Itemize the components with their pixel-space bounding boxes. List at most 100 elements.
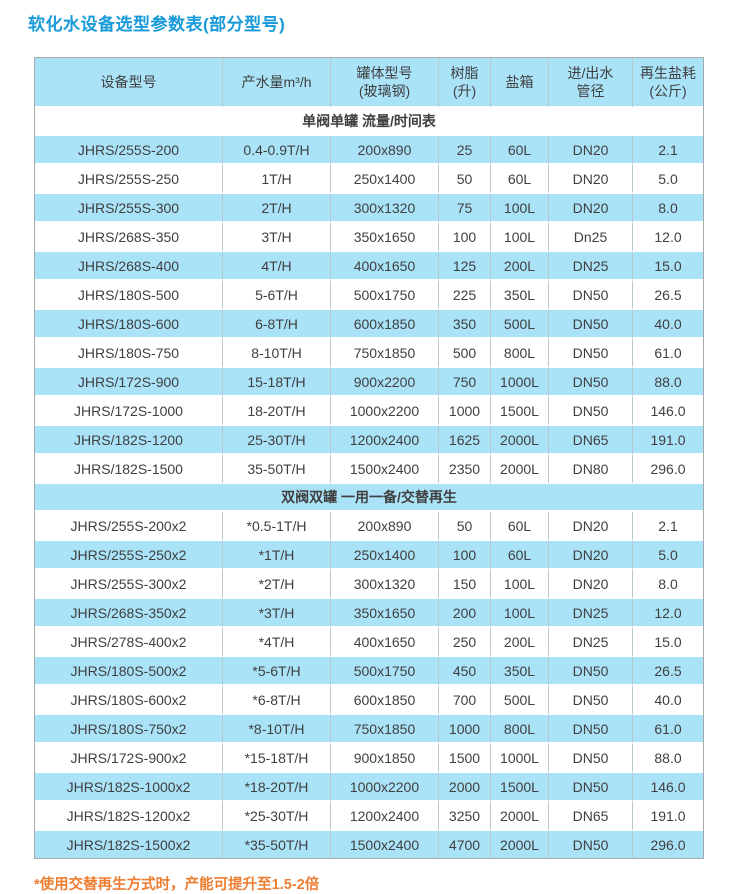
table-cell: 2.1 <box>633 512 703 541</box>
footnote: *使用交替再生方式时，产能可提升至1.5-2倍 <box>34 877 320 893</box>
table-cell: JHRS/182S-1000x2 <box>35 773 223 802</box>
table-cell: 2000L <box>491 455 549 484</box>
table-cell: JHRS/180S-750x2 <box>35 715 223 744</box>
table-cell: 296.0 <box>633 455 703 484</box>
table-cell: 40.0 <box>633 686 703 715</box>
section-header-row: 单阀单罐 流量/时间表 <box>35 108 703 136</box>
table-row: JHRS/268S-350 3T/H 350x1650 100 100L Dn25 12.0 <box>35 223 703 252</box>
table-cell: *25-30T/H <box>223 802 331 831</box>
table-cell: 191.0 <box>633 426 703 455</box>
table-cell: 200x890 <box>331 512 439 541</box>
table-cell: 1000 <box>439 397 491 426</box>
table-cell: 250x1400 <box>331 541 439 570</box>
table-row: JHRS/180S-500x2 *5-6T/H 500x1750 450 350L DN5… <box>35 657 703 686</box>
table-cell: 1000L <box>491 744 549 773</box>
table-cell: 2.1 <box>633 136 703 165</box>
table-cell: 800L <box>491 339 549 368</box>
table-row: JHRS/172S-900x2 *15-18T/H 900x1850 1500 1000… <box>35 744 703 773</box>
table-row: JHRS/180S-750x2 *8-10T/H 750x1850 1000 800L D… <box>35 715 703 744</box>
table-cell: 1000x2200 <box>331 773 439 802</box>
table-cell: *15-18T/H <box>223 744 331 773</box>
table-body: 单阀单罐 流量/时间表 JHRS/255S-200 0.4-0.9T/H 200x89… <box>35 108 703 858</box>
table-cell: JHRS/182S-1500 <box>35 455 223 484</box>
table-row: JHRS/180S-750 8-10T/H 750x1850 500 800L DN50 6… <box>35 339 703 368</box>
table-cell: 4700 <box>439 831 491 858</box>
table-cell: *18-20T/H <box>223 773 331 802</box>
table-cell: 88.0 <box>633 368 703 397</box>
table-cell: DN25 <box>549 599 633 628</box>
table-cell: 900x2200 <box>331 368 439 397</box>
table-cell: DN20 <box>549 541 633 570</box>
table-cell: JHRS/278S-400x2 <box>35 628 223 657</box>
table-cell: 350x1650 <box>331 223 439 252</box>
table-cell: 2000 <box>439 773 491 802</box>
table-cell: 60L <box>491 165 549 194</box>
table-cell: 4T/H <box>223 252 331 281</box>
spec-table: 设备型号 产水量m³/h 罐体型号 (玻璃钢) 树脂 (升) 盐箱 进/出水 管径 再生盐耗 (公斤… <box>34 57 704 859</box>
table-cell: DN50 <box>549 397 633 426</box>
table-cell: 60L <box>491 136 549 165</box>
table-cell: 350 <box>439 310 491 339</box>
table-cell: 350L <box>491 281 549 310</box>
table-cell: 75 <box>439 194 491 223</box>
table-cell: 5.0 <box>633 165 703 194</box>
table-cell: 1000L <box>491 368 549 397</box>
table-cell: 300x1320 <box>331 194 439 223</box>
table-cell: 8.0 <box>633 570 703 599</box>
table-row: JHRS/182S-1500 35-50T/H 1500x2400 2350 2000L… <box>35 455 703 484</box>
table-cell: DN20 <box>549 136 633 165</box>
table-cell: DN50 <box>549 744 633 773</box>
table-cell: 1000 <box>439 715 491 744</box>
table-cell: JHRS/255S-250x2 <box>35 541 223 570</box>
table-cell: *35-50T/H <box>223 831 331 858</box>
table-cell: 8.0 <box>633 194 703 223</box>
table-cell: DN65 <box>549 426 633 455</box>
table-cell: 100L <box>491 599 549 628</box>
table-cell: JHRS/180S-500x2 <box>35 657 223 686</box>
table-cell: 750 <box>439 368 491 397</box>
table-cell: 500 <box>439 339 491 368</box>
table-cell: JHRS/180S-600 <box>35 310 223 339</box>
table-cell: DN50 <box>549 281 633 310</box>
table-cell: DN25 <box>549 628 633 657</box>
table-cell: 25-30T/H <box>223 426 331 455</box>
table-cell: DN50 <box>549 773 633 802</box>
table-cell: 0.4-0.9T/H <box>223 136 331 165</box>
table-cell: 1200x2400 <box>331 802 439 831</box>
table-cell: 5-6T/H <box>223 281 331 310</box>
table-row: JHRS/268S-400 4T/H 400x1650 125 200L DN25 15.0 <box>35 252 703 281</box>
table-cell: DN80 <box>549 455 633 484</box>
column-header: 罐体型号 (玻璃钢) <box>331 58 439 108</box>
table-cell: 3T/H <box>223 223 331 252</box>
table-row: JHRS/255S-250x2 *1T/H 250x1400 100 60L DN20 5.… <box>35 541 703 570</box>
table-cell: 100L <box>491 223 549 252</box>
table-cell: 700 <box>439 686 491 715</box>
table-cell: JHRS/255S-300 <box>35 194 223 223</box>
table-row: JHRS/268S-350x2 *3T/H 350x1650 200 100L DN25 1… <box>35 599 703 628</box>
table-cell: 200L <box>491 252 549 281</box>
table-cell: 1500L <box>491 397 549 426</box>
table-cell: 500x1750 <box>331 281 439 310</box>
table-cell: JHRS/182S-1200 <box>35 426 223 455</box>
table-cell: DN50 <box>549 831 633 858</box>
table-cell: 40.0 <box>633 310 703 339</box>
table-row: JHRS/180S-600x2 *6-8T/H 600x1850 700 500L DN5… <box>35 686 703 715</box>
table-cell: 450 <box>439 657 491 686</box>
table-cell: 61.0 <box>633 715 703 744</box>
table-cell: 250x1400 <box>331 165 439 194</box>
table-cell: 61.0 <box>633 339 703 368</box>
table-row: JHRS/278S-400x2 *4T/H 400x1650 250 200L DN25 1… <box>35 628 703 657</box>
page-title: 软化水设备选型参数表(部分型号) <box>28 15 286 34</box>
table-cell: 146.0 <box>633 397 703 426</box>
table-cell: 12.0 <box>633 599 703 628</box>
table-cell: 50 <box>439 165 491 194</box>
table-cell: 200x890 <box>331 136 439 165</box>
table-header: 设备型号 产水量m³/h 罐体型号 (玻璃钢) 树脂 (升) 盐箱 进/出水 管径 再生盐耗 (公斤… <box>35 58 703 108</box>
table-cell: JHRS/180S-600x2 <box>35 686 223 715</box>
table-cell: 1500x2400 <box>331 455 439 484</box>
table-cell: DN20 <box>549 165 633 194</box>
table-cell: DN20 <box>549 194 633 223</box>
table-cell: 88.0 <box>633 744 703 773</box>
column-header: 再生盐耗 (公斤) <box>633 58 703 108</box>
